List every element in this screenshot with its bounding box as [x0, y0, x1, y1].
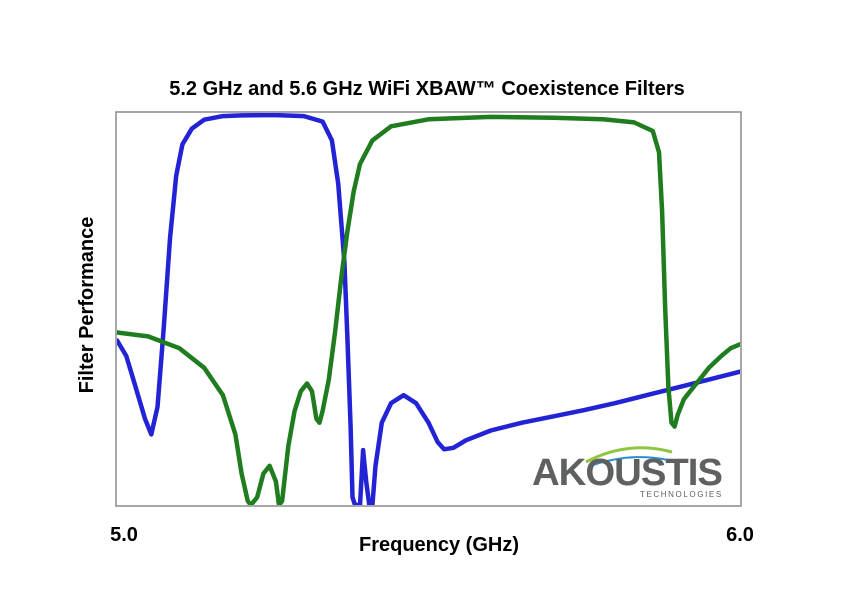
logo-swoosh-green	[585, 446, 673, 464]
series-line-2	[117, 114, 740, 505]
chart-title: 5.2 GHz and 5.6 GHz WiFi XBAW™ Coexisten…	[169, 78, 685, 100]
x-tick-label-end: 6.0	[726, 524, 754, 546]
y-axis-label: Filter Performance	[76, 217, 98, 394]
x-tick-label-start: 5.0	[110, 524, 138, 546]
akoustis-logo: AKOUSTIS TECHNOLOGIES	[532, 446, 723, 499]
logo-wordmark: AKOUSTIS	[532, 452, 722, 494]
logo-tagline: TECHNOLOGIES	[640, 490, 723, 499]
series-line-1	[117, 113, 740, 505]
logo-swoosh-blue	[589, 456, 669, 467]
x-axis-label: Frequency (GHz)	[359, 534, 519, 556]
plot-area	[115, 111, 742, 507]
series-layer	[117, 113, 740, 505]
